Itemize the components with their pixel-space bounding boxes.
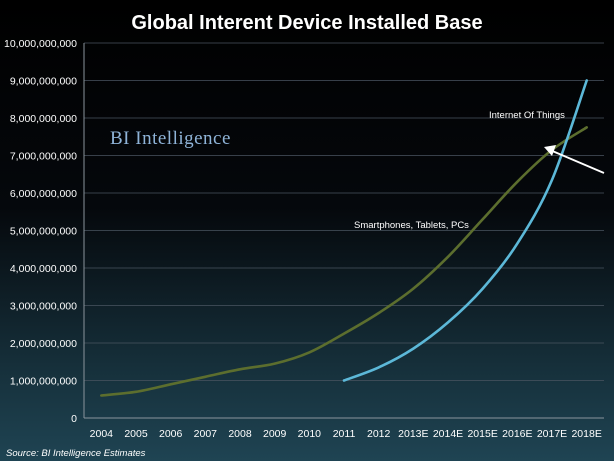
y-tick-label: 4,000,000,000 (10, 263, 77, 275)
annotation-internet-of-things: Internet Of Things (489, 110, 565, 121)
x-tick-label: 2013E (398, 428, 428, 440)
x-axis-ticks: 2004 2005 2006 2007 2008 2009 2010 2011 2012 2013… (90, 428, 602, 440)
series-line-smartphones-tablets-pcs (100, 126, 588, 397)
x-tick-label: 2004 (90, 428, 114, 440)
y-tick-label: 0 (71, 413, 77, 425)
source-note: Source: BI Intelligence Estimates (6, 448, 146, 459)
y-tick-label: 6,000,000,000 (10, 188, 77, 200)
x-tick-label: 2011 (333, 428, 356, 440)
y-axis-ticks: 0 1,000,000,000 2,000,000,000 3,000,000,000… (4, 38, 77, 425)
y-tick-label: 5,000,000,000 (10, 226, 77, 238)
x-tick-label: 2009 (263, 428, 287, 440)
y-tick-label: 9,000,000,000 (10, 76, 77, 88)
y-tick-label: 3,000,000,000 (10, 301, 77, 313)
y-tick-label: 7,000,000,000 (10, 151, 77, 163)
arrow-head (544, 145, 556, 156)
y-tick-label: 8,000,000,000 (10, 113, 77, 125)
annotation-arrow (544, 145, 605, 174)
x-tick-label: 2018E (571, 428, 601, 440)
watermark-logo: BI Intelligence (110, 128, 231, 149)
x-tick-label: 2016E (502, 428, 532, 440)
x-tick-label: 2006 (159, 428, 183, 440)
grid (83, 42, 604, 419)
x-tick-label: 2005 (124, 428, 148, 440)
y-tick-label: 1,000,000,000 (10, 376, 77, 388)
x-tick-label: 2010 (298, 428, 322, 440)
series (100, 79, 588, 397)
x-tick-label: 2007 (194, 428, 218, 440)
x-tick-label: 2008 (228, 428, 252, 440)
chart-title: Global Interent Device Installed Base (131, 12, 482, 34)
annotation-smartphones-tablets-pcs: Smartphones, Tablets, PCs (354, 220, 469, 231)
x-tick-label: 2012 (367, 428, 391, 440)
arrow-shaft (549, 149, 605, 174)
y-tick-label: 2,000,000,000 (10, 338, 77, 350)
x-tick-label: 2015E (467, 428, 497, 440)
x-tick-label: 2014E (433, 428, 463, 440)
series-line-internet-of-things (342, 79, 588, 382)
y-tick-label: 10,000,000,000 (4, 38, 77, 50)
x-tick-label: 2017E (537, 428, 567, 440)
